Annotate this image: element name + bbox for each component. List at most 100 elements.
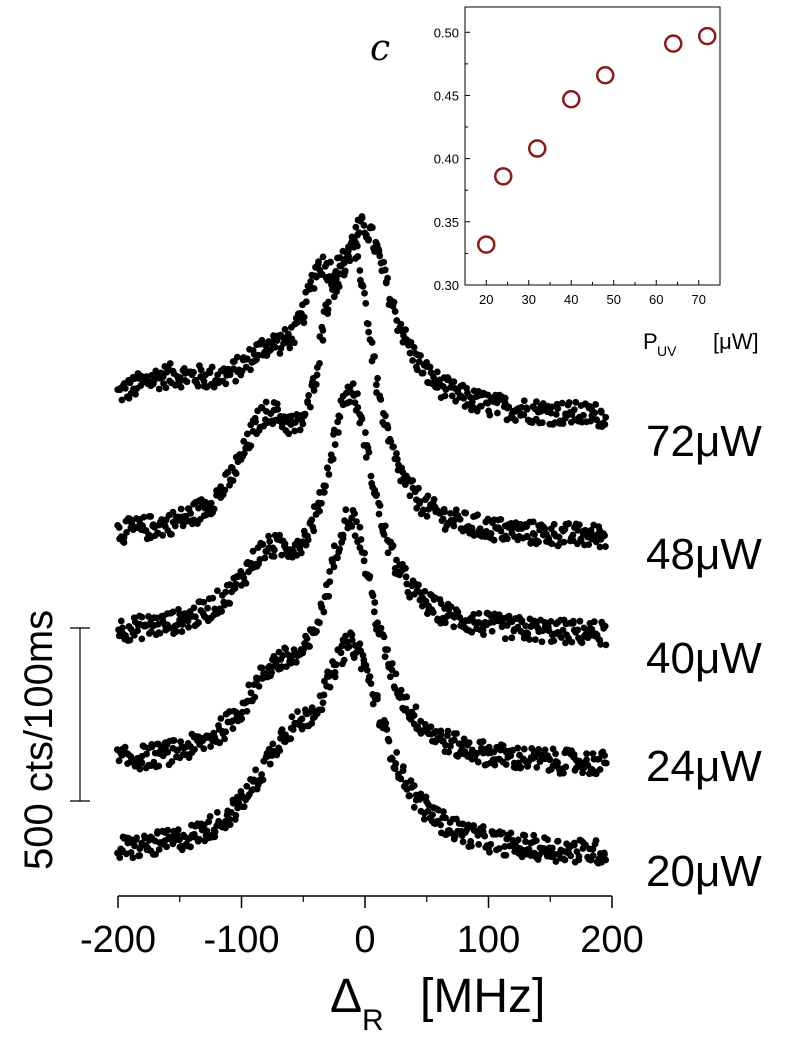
spectrum-point <box>376 502 384 509</box>
spectrum-point <box>577 535 585 543</box>
spectrum-point <box>377 624 385 632</box>
main-x-tick-label: 100 <box>457 919 520 961</box>
spectrum-point <box>541 525 549 532</box>
spectrum-point <box>291 427 299 435</box>
spectrum-point <box>525 845 533 853</box>
inset-point <box>698 26 717 46</box>
spectrum-point <box>392 760 400 767</box>
spectrum-point <box>380 531 388 539</box>
spectrum-point <box>592 401 600 408</box>
spectrum-point <box>403 693 411 701</box>
inset-y-ticks: 0.30 0.35 0.40 0.45 0.50 <box>434 25 470 293</box>
spectrum-point <box>183 378 191 386</box>
spectrum-point <box>345 643 353 650</box>
spectrum-point <box>601 851 608 859</box>
spectrum-point <box>232 580 240 588</box>
spectrum-point <box>569 531 577 539</box>
spectrum-point <box>159 373 167 381</box>
spectrum-point <box>447 603 455 611</box>
spectra-points <box>113 213 610 867</box>
spectrum-point <box>152 850 159 858</box>
spectrum-point <box>208 363 216 371</box>
inset-x-tick-label: 50 <box>607 292 621 307</box>
spectrum-point <box>362 453 370 461</box>
inset-x-tick-label: 60 <box>649 292 663 307</box>
main-xlabel-subscript: R <box>362 1004 384 1037</box>
spectrum-point <box>322 482 329 490</box>
spectrum-point <box>259 776 267 784</box>
spectrum-point <box>431 378 439 386</box>
spectrum-point <box>285 430 293 438</box>
spectrum-point <box>502 761 510 768</box>
spectrum-point <box>354 390 361 398</box>
spectrum-point <box>310 387 318 394</box>
spectrum-point <box>474 758 482 766</box>
spectrum-point <box>487 840 495 848</box>
spectrum-point <box>169 608 177 616</box>
spectrum-point <box>117 617 125 625</box>
spectrum-point <box>300 313 308 321</box>
spectrum-point <box>143 750 150 758</box>
spectrum-point <box>191 746 198 753</box>
spectrum-point <box>372 381 380 389</box>
spectrum-point <box>238 715 246 723</box>
inset-y-tick-label: 0.50 <box>434 25 459 40</box>
spectrum-point <box>523 406 531 413</box>
spectrum-point <box>554 405 562 412</box>
spectrum-point <box>559 420 567 427</box>
spectrum-point <box>251 693 259 701</box>
spectrum-point <box>352 223 360 231</box>
inset-point <box>528 139 547 158</box>
series-label: 20μW <box>646 847 762 896</box>
spectrum-point <box>268 669 276 676</box>
spectrum-point <box>176 374 184 381</box>
spectrum-point <box>164 826 172 834</box>
spectrum-point <box>450 736 458 744</box>
series-labels: 72μW 48μW 40μW 24μW 20μW <box>646 417 762 896</box>
spectrum-point <box>557 634 565 641</box>
spectrum-point <box>520 411 528 419</box>
spectrum-point <box>292 658 300 666</box>
spectrum-point <box>366 673 374 680</box>
spectrum-point <box>486 411 494 419</box>
spectrum-point <box>555 533 563 541</box>
spectrum-point <box>349 380 357 388</box>
spectrum-point <box>560 538 568 546</box>
series-label: 40μW <box>646 634 762 683</box>
spectrum-point <box>548 540 556 548</box>
spectrum-point <box>302 298 310 306</box>
spectrum-point <box>240 803 248 811</box>
spectrum-point <box>415 484 422 492</box>
spectrum-point <box>531 531 538 538</box>
spectrum-point <box>602 856 610 864</box>
spectrum-point <box>154 620 162 628</box>
spectrum-point <box>596 766 604 773</box>
spectrum-point <box>402 326 409 334</box>
spectrum-point <box>354 253 362 260</box>
spectrum-point <box>155 846 163 853</box>
spectrum-point <box>177 505 185 513</box>
spectrum-point <box>319 327 327 334</box>
spectrum-point <box>554 759 561 766</box>
spectrum-point <box>602 759 610 767</box>
spectrum-point <box>226 481 233 489</box>
spectrum-point <box>587 417 595 425</box>
spectrum-point <box>548 844 556 852</box>
spectrum-point <box>538 638 546 646</box>
spectrum-point <box>444 727 452 735</box>
spectrum-point <box>445 748 453 756</box>
spectrum-point <box>209 594 217 602</box>
spectrum-point <box>507 752 515 760</box>
spectrum-point <box>560 769 567 777</box>
spectrum-point <box>356 523 364 531</box>
spectrum-point <box>415 358 423 366</box>
spectrum-point <box>421 587 429 595</box>
spectrum-point <box>393 748 401 756</box>
spectrum-point <box>422 793 430 801</box>
inset-x-tick-label: 70 <box>692 292 706 307</box>
spectrum-point <box>412 703 420 711</box>
main-xlabel-unit: [MHz] <box>420 970 545 1023</box>
spectrum-point <box>589 852 597 859</box>
spectrum-point <box>406 593 414 601</box>
spectrum-point <box>330 542 338 550</box>
